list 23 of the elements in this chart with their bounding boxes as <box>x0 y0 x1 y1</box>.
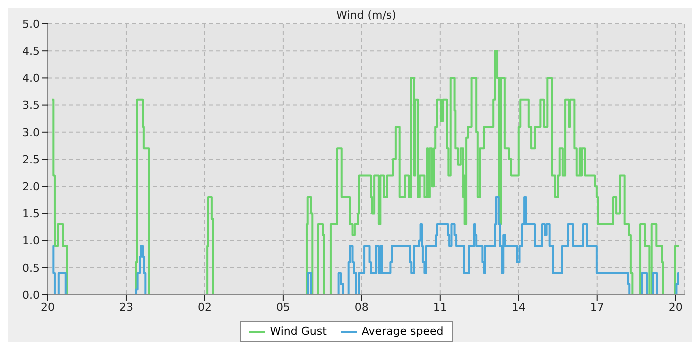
y-tick-label: 2.0 <box>22 180 40 194</box>
legend-label: Wind Gust <box>270 325 327 338</box>
y-tick-label: 3.0 <box>22 126 40 140</box>
x-tick-label: 17 <box>590 300 604 314</box>
y-tick-label: 4.5 <box>22 45 40 58</box>
y-tick-label: 0.5 <box>22 262 40 275</box>
y-tick-label: 3.5 <box>22 99 40 112</box>
y-tick-label: 2.5 <box>22 153 40 166</box>
y-tick-label: 5.0 <box>22 18 40 31</box>
x-tick-label: 14 <box>512 300 526 314</box>
x-tick-label: 20 <box>41 300 55 314</box>
x-tick-label: 23 <box>119 300 134 314</box>
chart-title: Wind (m/s) <box>336 8 398 24</box>
y-tick-label: 0.0 <box>22 288 40 302</box>
y-tick-label: 1.0 <box>22 234 40 248</box>
x-tick-label: 08 <box>354 300 369 314</box>
y-tick-label: 4.0 <box>22 72 40 86</box>
legend-label: Average speed <box>362 325 444 338</box>
x-tick-label: 02 <box>198 300 212 314</box>
x-tick-label: 20 <box>668 300 683 314</box>
x-tick-label: 11 <box>433 300 448 314</box>
y-tick-label: 1.5 <box>22 208 40 221</box>
x-tick-label: 05 <box>276 300 290 314</box>
